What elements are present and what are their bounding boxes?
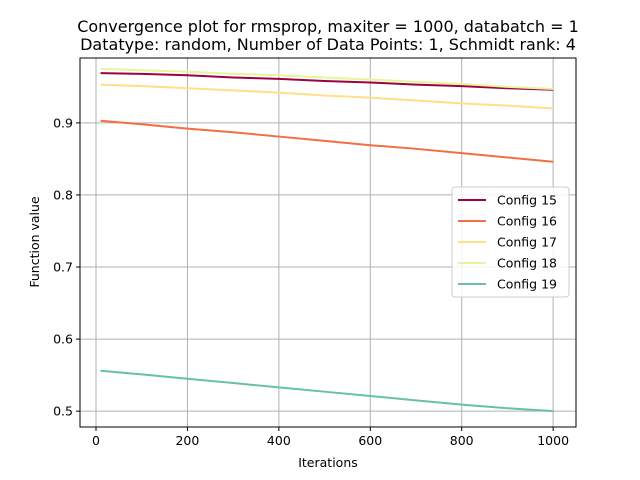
legend: Config 15 Config 16 Config 17 Config 18 Conf… [451,186,570,298]
series-line-config-18 [100,67,554,90]
series-line-config-15 [100,72,554,91]
legend-entry-label: Config 16 [497,214,557,229]
chart-title-line-1: Convergence plot for rmsprop, maxiter = … [77,17,579,36]
plot-area [79,57,577,428]
series-line-config-16 [100,119,554,163]
y-tick-label: 0.5 [53,404,73,419]
chart-title-line-2: Datatype: random, Number of Data Points:… [80,35,576,54]
x-tick-label: 400 [267,433,291,448]
y-axis-label: Function value [27,196,42,288]
y-tick-label: 0.6 [53,332,73,347]
series-line-config-19 [100,369,554,413]
x-tick-label: 0 [92,433,100,448]
axis-ticks: 0 200 400 600 800 1000 0.5 0.6 0.7 0.8 0.9 [53,115,569,448]
legend-entry-label: Config 17 [497,235,557,250]
y-tick-label: 0.7 [53,260,73,275]
x-tick-label: 800 [450,433,474,448]
y-tick-label: 0.8 [53,187,73,202]
series-lines [100,67,554,413]
legend-entry-label: Config 19 [497,277,557,292]
legend-entry-label: Config 18 [497,256,557,271]
x-tick-label: 600 [358,433,382,448]
legend-box [451,186,570,298]
y-tick-label: 0.9 [53,115,73,130]
x-tick-label: 200 [175,433,199,448]
x-axis-label: Iterations [298,455,358,470]
legend-entry-label: Config 15 [497,193,557,208]
x-tick-label: 1000 [537,433,569,448]
series-line-config-17 [100,83,554,110]
